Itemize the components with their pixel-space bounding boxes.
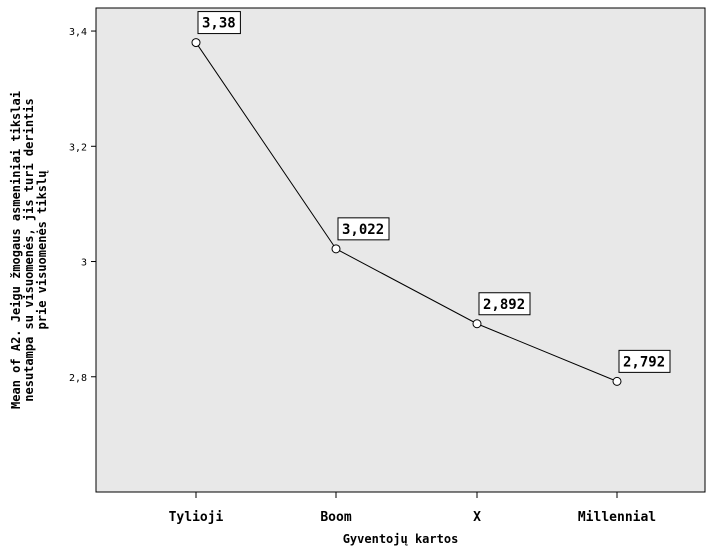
y-axis: 2,8 3 3,2 3,4 <box>69 27 96 384</box>
data-label-box <box>197 11 241 35</box>
y-axis-title: Mean of A2. Jeigu žmogaus asmeniniai tik… <box>9 91 49 409</box>
data-label: 3,38 <box>197 11 241 35</box>
data-label-text: 2,892 <box>483 297 525 313</box>
y-tick-label: 3,2 <box>69 142 87 153</box>
x-tick-label: Tylioji <box>169 510 224 525</box>
y-tick-label: 2,8 <box>69 373 87 384</box>
y-tick-label: 3 <box>81 258 87 269</box>
series-line <box>195 42 618 382</box>
data-label: 3,022 <box>337 217 390 241</box>
data-label-box <box>478 292 531 316</box>
data-labels: 3,38 3,022 2,892 2,792 <box>197 11 671 373</box>
data-label: 2,892 <box>478 292 531 316</box>
y-axis-title-line: prie visuomenės tikslų <box>35 170 49 330</box>
plot-area <box>95 7 706 493</box>
data-label-box <box>337 217 390 241</box>
y-axis-title-line: Mean of A2. Jeigu žmogaus asmeniniai tik… <box>9 91 23 409</box>
data-label-text: 3,022 <box>342 222 384 238</box>
data-label-box <box>618 349 671 373</box>
x-tick-label: Millennial <box>578 510 656 525</box>
data-point <box>331 244 341 254</box>
data-point <box>612 376 622 386</box>
data-label-text: 2,792 <box>623 354 665 370</box>
y-axis-title-line: nesutampa su visuomenės, jis turi derint… <box>22 98 36 401</box>
y-tick-label: 3,4 <box>69 27 87 38</box>
data-markers <box>191 38 622 386</box>
data-label: 2,792 <box>618 349 671 373</box>
data-label-text: 3,38 <box>202 16 236 32</box>
x-tick-label: X <box>473 510 481 525</box>
x-axis-title: Gyventojų kartos <box>343 532 459 546</box>
data-point <box>191 38 201 48</box>
x-tick-label: Boom <box>320 510 351 525</box>
data-point <box>472 319 482 329</box>
x-axis: Tylioji Boom X Millennial <box>169 492 656 525</box>
